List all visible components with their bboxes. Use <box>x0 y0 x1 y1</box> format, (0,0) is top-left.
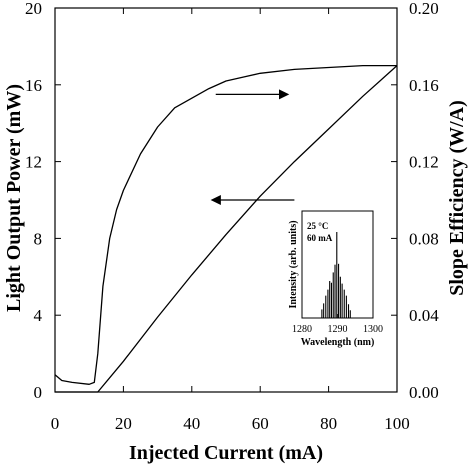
arrows-layer <box>210 89 295 205</box>
inset-frame <box>301 210 374 319</box>
y-left-tick-label: 0 <box>34 383 43 402</box>
inset-x-axis-title: Wavelength (nm) <box>301 337 375 348</box>
y-left-tick-label: 20 <box>25 0 42 18</box>
y-right-tick-label: 0.16 <box>409 76 439 95</box>
y-axis-right-title: Slope Efficiency (W/A) <box>446 100 468 296</box>
y-left-tick-label: 12 <box>25 153 42 172</box>
inset-annotation-current: 60 mA <box>307 233 333 243</box>
slope-efficiency-line <box>54 64 397 385</box>
light-output-line <box>55 65 398 393</box>
inset-x-tick-label: 1280 <box>292 324 312 335</box>
y-axis-left-title: Light Output Power (mW) <box>3 84 25 312</box>
y-right-tick-label: 0.08 <box>409 229 439 248</box>
x-tick-label: 60 <box>252 414 269 433</box>
inset-chart: 1280 1290 1300 25 °C 60 mA Wavelength (nm) Int… <box>288 210 383 348</box>
inset-x-tick-label: 1300 <box>363 324 383 335</box>
y-left-tick-label: 16 <box>25 76 42 95</box>
y-right-tick-label: 0.00 <box>409 383 439 402</box>
x-tick-label: 80 <box>320 414 337 433</box>
x-tick-label: 0 <box>51 414 60 433</box>
y-left-tick-label: 8 <box>34 229 43 248</box>
x-tick-label: 20 <box>115 414 132 433</box>
x-axis-title: Injected Current (mA) <box>129 442 323 464</box>
y-right-tick-label: 0.12 <box>409 153 439 172</box>
y-left-tick-label: 4 <box>34 306 43 325</box>
series-layer <box>54 64 398 393</box>
arrow-right-head <box>279 89 290 100</box>
inset-annotation-temperature: 25 °C <box>307 221 328 231</box>
y-right-tick-label: 0.20 <box>409 0 439 18</box>
x-tick-label: 100 <box>384 414 410 433</box>
y-right-tick-label: 0.04 <box>409 306 439 325</box>
plot-frame <box>54 7 398 393</box>
inset-y-axis-title: Intensity (arb. units) <box>288 220 299 308</box>
arrow-left-head <box>210 195 221 205</box>
x-tick-label: 40 <box>183 414 200 433</box>
inset-x-tick-label: 1290 <box>328 324 348 335</box>
axes-frame: 0 20 40 60 80 100 0 4 8 12 16 20 0.00 0.04 0.08 0.12 0.1… <box>25 0 439 433</box>
